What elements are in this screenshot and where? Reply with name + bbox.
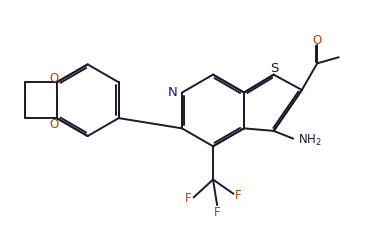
Text: O: O	[49, 117, 59, 130]
Text: F: F	[185, 192, 192, 205]
Text: S: S	[270, 62, 279, 75]
Text: O: O	[313, 34, 322, 47]
Text: F: F	[214, 205, 221, 218]
Text: N: N	[168, 86, 178, 99]
Text: O: O	[49, 71, 59, 84]
Text: NH$_2$: NH$_2$	[298, 133, 322, 148]
Text: F: F	[235, 188, 242, 201]
